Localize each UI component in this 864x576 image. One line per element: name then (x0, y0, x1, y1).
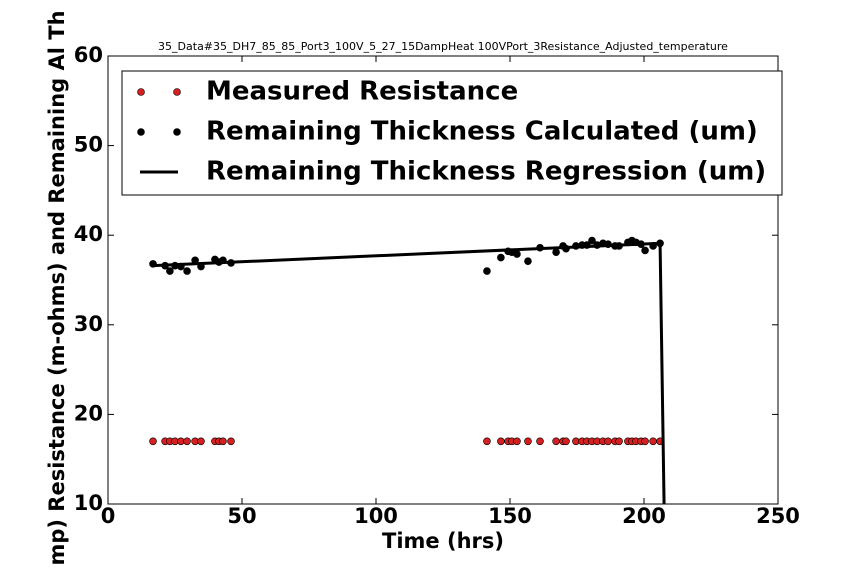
legend: Measured Resistance Remaining Thickness C… (121, 70, 783, 196)
point (536, 437, 544, 446)
legend-label: Remaining Thickness Calculated (um) (206, 117, 758, 147)
y-tick-label: 60 (74, 43, 103, 67)
point (197, 437, 205, 446)
point (183, 437, 191, 446)
point (641, 437, 649, 446)
x-tick-label: 200 (622, 504, 666, 528)
point (562, 437, 570, 446)
legend-marker (137, 128, 145, 136)
legend-box (121, 70, 783, 196)
plot-frame (107, 55, 779, 505)
x-tick-label: 100 (354, 504, 398, 528)
point (497, 253, 505, 262)
plot-area (149, 236, 666, 504)
legend-label: Measured Resistance (206, 77, 518, 107)
x-tick-label: 150 (488, 504, 532, 528)
point (524, 437, 532, 446)
point (149, 437, 157, 446)
point (641, 246, 649, 255)
x-tick-label: 0 (101, 504, 116, 528)
legend-marker (173, 128, 181, 136)
point (483, 437, 491, 446)
point (513, 250, 521, 258)
y-tick-label: 20 (74, 401, 103, 425)
point (552, 437, 560, 446)
point (649, 437, 657, 446)
point (219, 437, 227, 446)
point (588, 236, 596, 245)
x-axis-label: Time (hrs) (382, 529, 504, 553)
point (615, 437, 623, 446)
x-tick-label: 50 (227, 504, 256, 528)
point (524, 257, 532, 265)
regression-line (152, 241, 666, 504)
x-tick-label: 250 (756, 504, 800, 528)
legend-marker (137, 88, 145, 96)
chart-title: 35_Data#35_DH7_85_85_Port3_100V_5_27_15D… (158, 40, 728, 53)
y-tick-label: 10 (74, 491, 103, 515)
legend-marker (173, 88, 181, 96)
point (604, 437, 612, 446)
legend-label: Remaining Thickness Regression (um) (206, 157, 766, 187)
y-tick-label: 50 (74, 133, 103, 157)
point (483, 267, 491, 275)
y-tick-label: 30 (74, 312, 103, 336)
point (513, 437, 521, 446)
point (552, 248, 560, 257)
point (183, 267, 191, 275)
point (497, 437, 505, 446)
point (227, 437, 235, 446)
point (166, 267, 174, 275)
y-tick-label: 40 (74, 222, 103, 246)
y-axis-label: mp) Resistance (m-ohms) and Remaining Al… (45, 10, 69, 565)
